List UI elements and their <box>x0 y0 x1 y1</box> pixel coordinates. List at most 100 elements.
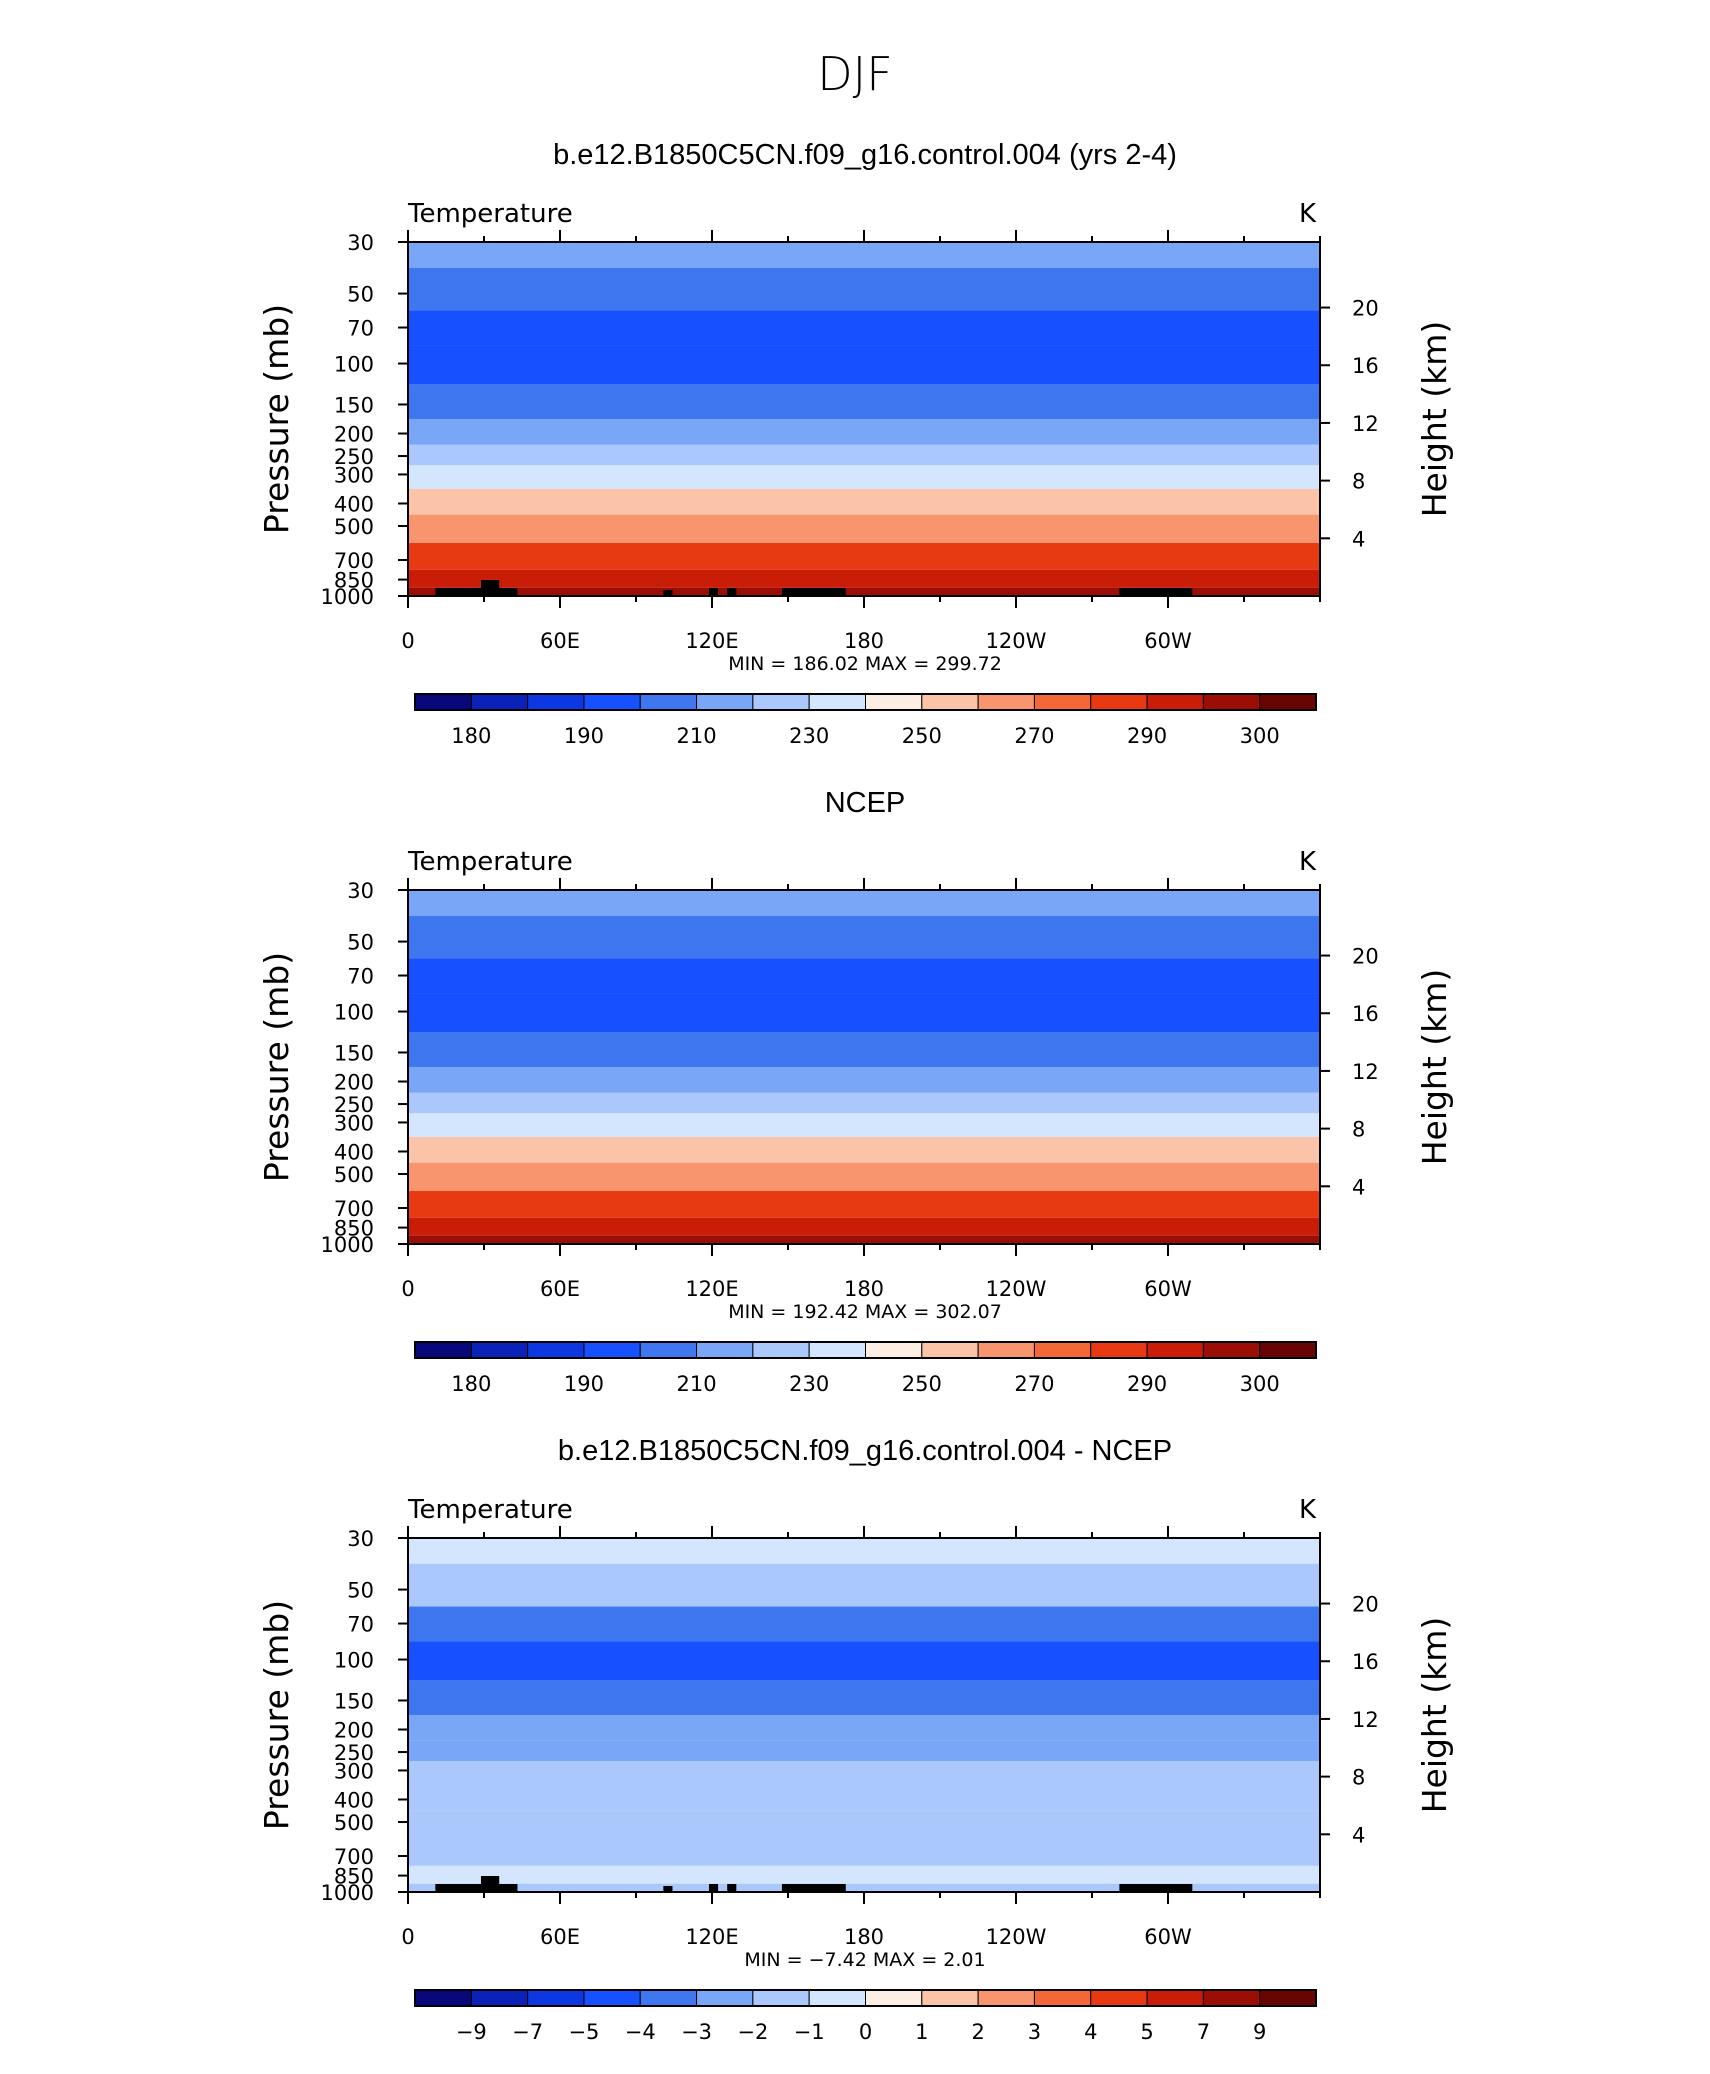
contour-band <box>408 444 1320 466</box>
x-tick-label: 180 <box>844 1925 884 1949</box>
colorbar-label: 250 <box>902 724 942 748</box>
contour-band <box>408 242 1320 268</box>
x-tick-label: 0 <box>401 629 414 653</box>
contour-band <box>408 1680 1320 1715</box>
y-tick-label: 70 <box>347 965 374 989</box>
figure-title: DJF <box>817 47 892 101</box>
colorbar-bin <box>1033 693 1092 711</box>
panel-1: 0 60E 120E 180 120W 60W3050701001502002503004… <box>257 139 1454 748</box>
colorbar-frame <box>414 1989 1317 2007</box>
colorbar-bin <box>1146 1341 1204 1359</box>
right-label: K <box>1299 847 1317 877</box>
y2-tick-label: 4 <box>1352 527 1365 551</box>
colorbar-label: 9 <box>1253 2020 1266 2044</box>
y-axis-title: Pressure (mb) <box>257 1600 296 1830</box>
left-label: Temperature <box>407 847 573 877</box>
x-tick-label: 60W <box>1144 1925 1192 1949</box>
contour-band <box>408 1217 1320 1236</box>
topography <box>708 1884 719 1892</box>
y2-tick-label: 20 <box>1352 297 1379 321</box>
contour-band <box>408 1784 1320 1811</box>
colorbar-bin <box>583 693 641 711</box>
y2-tick-label: 12 <box>1352 1060 1379 1084</box>
contour-band <box>408 543 1320 570</box>
left-label: Temperature <box>407 1495 573 1525</box>
colorbar-bin <box>1259 1989 1317 2007</box>
contour-band <box>408 1883 1320 1892</box>
topography <box>1119 588 1193 596</box>
colorbar-bin <box>808 1341 866 1359</box>
colorbar-bin <box>752 693 810 711</box>
y-tick-label: 50 <box>347 1579 374 1603</box>
min-max-stats: MIN = 186.02 MAX = 299.72 <box>728 653 1002 675</box>
colorbar-bin <box>752 1341 810 1359</box>
x-tick-label: 120E <box>685 1277 738 1301</box>
contour-band <box>408 1563 1320 1607</box>
y2-tick-label: 8 <box>1352 1118 1365 1142</box>
colorbar-bin <box>470 1341 529 1359</box>
contour-band <box>408 1162 1320 1192</box>
y-tick-label: 700 <box>334 1845 374 1869</box>
colorbar-bin <box>639 1989 698 2007</box>
contour-band <box>408 345 1320 385</box>
contour-band <box>408 587 1320 596</box>
colorbar-bin <box>977 1341 1035 1359</box>
contour-band <box>408 384 1320 419</box>
y-tick-label: 150 <box>334 1689 374 1713</box>
contour-band <box>408 958 1320 994</box>
x-tick-label: 60E <box>540 629 580 653</box>
colorbar-bin <box>414 693 472 711</box>
y2-axis-title: Height (km) <box>1415 1617 1454 1814</box>
colorbar-bin <box>921 693 979 711</box>
colorbar-label: −2 <box>737 2020 768 2044</box>
y-tick-label: 1000 <box>321 1881 374 1905</box>
y-tick-label: 100 <box>334 353 374 377</box>
panel-title: b.e12.B1850C5CN.f09_g16.control.004 - NC… <box>558 1435 1172 1467</box>
y-tick-label: 70 <box>347 1613 374 1637</box>
colorbar-bin <box>808 1989 866 2007</box>
contour-band <box>408 1538 1320 1564</box>
colorbar-label: 1 <box>915 2020 928 2044</box>
contour-band <box>408 1761 1320 1785</box>
colorbar-label: 180 <box>451 724 491 748</box>
colorbar-label: −7 <box>512 2020 543 2044</box>
colorbar-label: 180 <box>451 1372 491 1396</box>
y-tick-label: 300 <box>334 1759 374 1783</box>
y-tick-label: 700 <box>334 549 374 573</box>
x-tick-label: 60E <box>540 1277 580 1301</box>
y-tick-label: 30 <box>347 1527 374 1551</box>
colorbar-bin <box>527 1341 585 1359</box>
y-tick-label: 150 <box>334 1041 374 1065</box>
topography <box>1119 1884 1193 1892</box>
colorbar-bin <box>1259 693 1317 711</box>
left-label: Temperature <box>407 199 573 229</box>
colorbar-bin <box>1259 1341 1317 1359</box>
y2-tick-label: 16 <box>1352 1650 1379 1674</box>
contour-band <box>408 1740 1320 1762</box>
y-tick-label: 200 <box>334 1071 374 1095</box>
min-max-stats: MIN = 192.42 MAX = 302.07 <box>728 1301 1002 1323</box>
y2-tick-label: 8 <box>1352 470 1365 494</box>
colorbar-label: 230 <box>789 1372 829 1396</box>
y2-axis-title: Height (km) <box>1415 969 1454 1166</box>
y-tick-label: 1000 <box>321 585 374 609</box>
colorbar-bin <box>696 1989 754 2007</box>
contour-band <box>408 1092 1320 1114</box>
y2-tick-label: 8 <box>1352 1766 1365 1790</box>
colorbar-bin <box>1033 1989 1092 2007</box>
contour-band <box>408 993 1320 1033</box>
y-tick-label: 200 <box>334 423 374 447</box>
colorbar-label: 300 <box>1240 724 1280 748</box>
colorbar-bin <box>921 1341 979 1359</box>
y-tick-label: 250 <box>334 1741 374 1765</box>
y-tick-label: 700 <box>334 1197 374 1221</box>
colorbar-bin <box>414 1989 472 2007</box>
y-tick-label: 400 <box>334 492 374 516</box>
colorbar-bin <box>696 1341 754 1359</box>
min-max-stats: MIN = −7.42 MAX = 2.01 <box>744 1949 985 1971</box>
contour-band <box>408 890 1320 916</box>
y-tick-label: 200 <box>334 1719 374 1743</box>
topography <box>727 1884 737 1892</box>
colorbar-label: 230 <box>789 724 829 748</box>
